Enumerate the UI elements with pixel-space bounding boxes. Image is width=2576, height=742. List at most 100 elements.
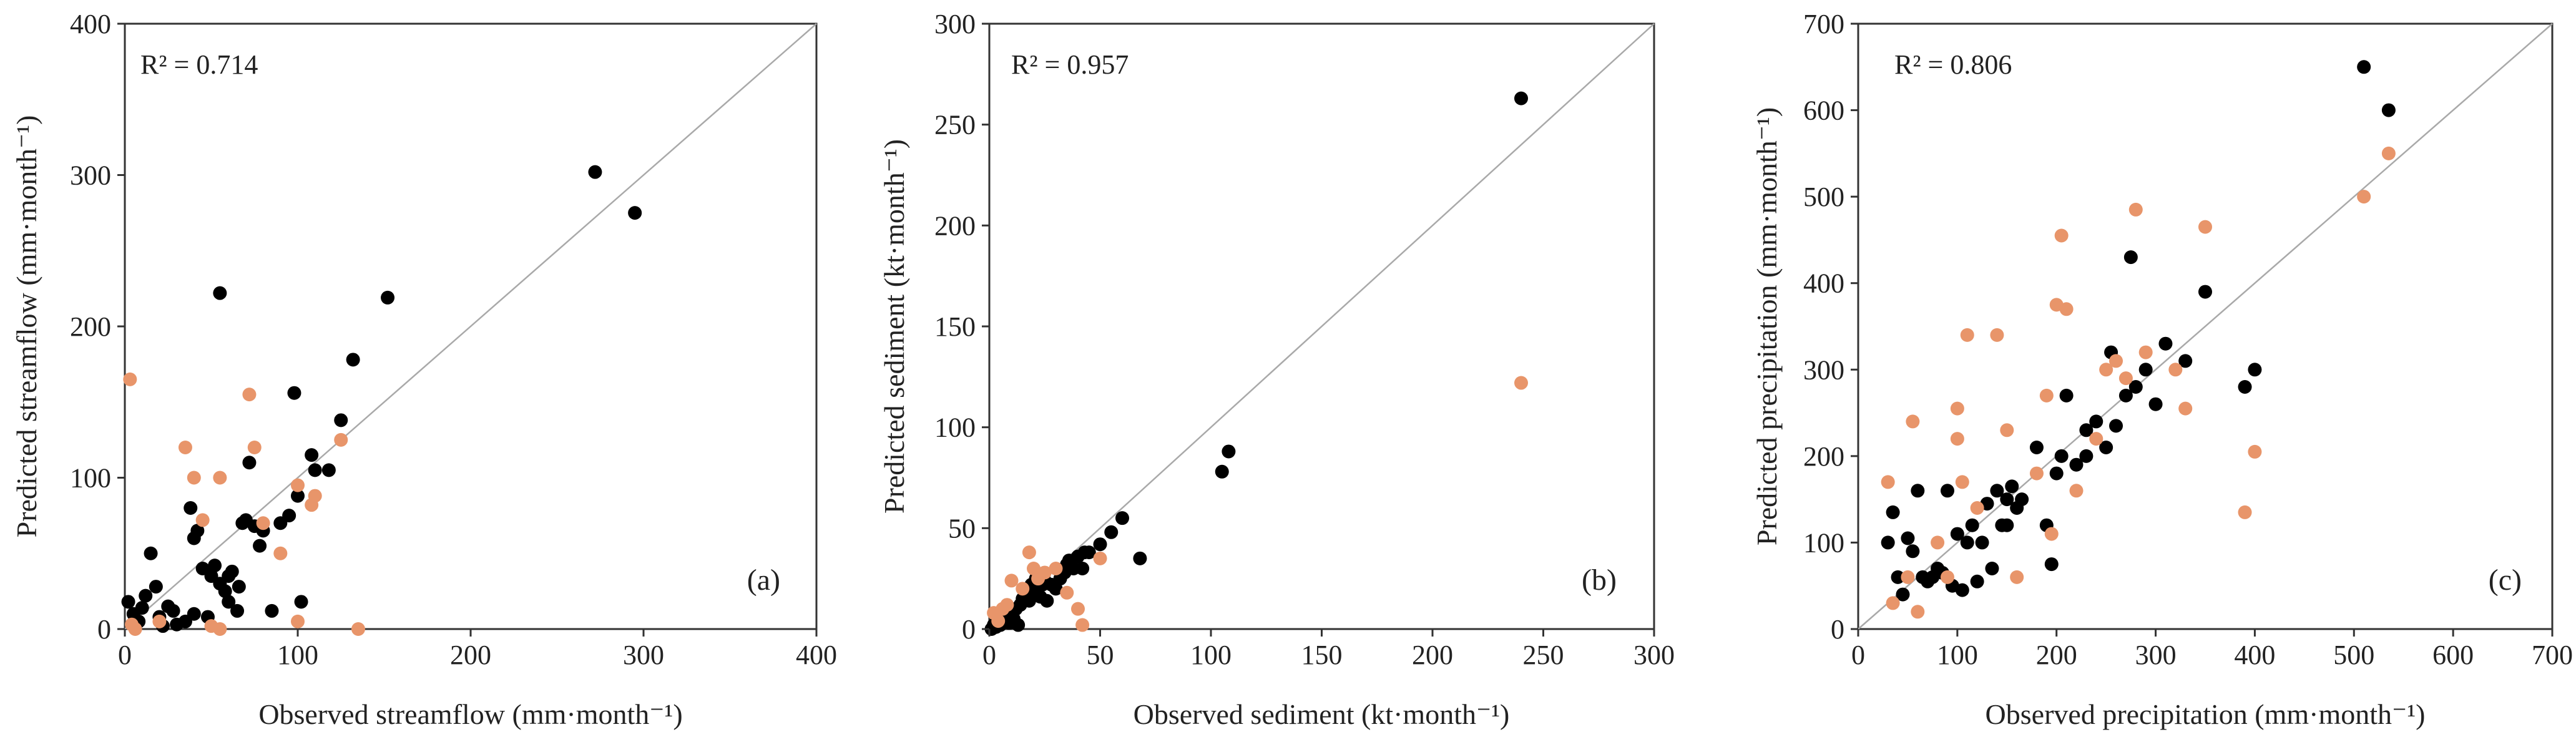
x-tick-label: 600 bbox=[2432, 640, 2474, 670]
data-point-orange bbox=[242, 388, 257, 402]
data-point-black bbox=[2357, 60, 2371, 74]
data-point-black bbox=[1011, 618, 1026, 632]
x-tick-label: 0 bbox=[1851, 640, 1865, 670]
data-point-orange bbox=[1514, 376, 1528, 390]
data-point-black bbox=[1881, 535, 1895, 550]
data-point-orange bbox=[1022, 545, 1036, 560]
y-tick-label: 300 bbox=[934, 9, 976, 39]
data-point-black bbox=[222, 595, 236, 609]
x-tick-label: 0 bbox=[982, 640, 996, 670]
data-point-black bbox=[2109, 419, 2123, 433]
x-tick-label: 200 bbox=[1412, 640, 1453, 670]
data-point-orange bbox=[351, 622, 365, 636]
x-tick-label: 300 bbox=[623, 640, 664, 670]
data-point-black bbox=[1082, 545, 1096, 560]
y-tick-label: 0 bbox=[962, 614, 976, 645]
data-point-orange bbox=[1000, 598, 1014, 612]
data-point-orange bbox=[178, 441, 192, 454]
y-axis-label: Predicted sediment (kt·month⁻¹) bbox=[878, 139, 910, 514]
data-point-black bbox=[291, 489, 305, 503]
y-tick-label: 0 bbox=[97, 614, 111, 645]
y-tick-label: 600 bbox=[1803, 95, 1844, 126]
y-tick-label: 400 bbox=[1803, 268, 1844, 299]
panel-c: 0 100 200 300 400 500 600 700 0 100 200 300 400 500 6… bbox=[1751, 9, 2573, 730]
data-points bbox=[984, 91, 1528, 636]
data-point-black bbox=[2099, 441, 2113, 454]
data-point-black bbox=[287, 386, 301, 400]
data-point-orange bbox=[1004, 574, 1019, 588]
data-point-black bbox=[588, 165, 602, 179]
data-point-black bbox=[1222, 444, 1236, 459]
panel-label: (b) bbox=[1582, 564, 1617, 597]
data-point-orange bbox=[1886, 596, 1900, 610]
data-point-black bbox=[222, 569, 236, 583]
one-to-one-line bbox=[124, 23, 817, 630]
data-point-black bbox=[2044, 557, 2059, 572]
data-point-orange bbox=[2381, 146, 2396, 160]
data-point-orange bbox=[1911, 605, 1925, 619]
data-point-black bbox=[2128, 380, 2143, 394]
data-point-orange bbox=[2109, 354, 2123, 368]
data-point-black bbox=[2000, 518, 2014, 532]
data-point-black bbox=[308, 463, 322, 477]
data-point-black bbox=[2178, 354, 2193, 368]
y-tick-label: 200 bbox=[70, 311, 111, 342]
data-point-black bbox=[1115, 511, 1129, 525]
data-point-black bbox=[1891, 570, 1905, 584]
x-axis-label: Observed sediment (kt·month⁻¹) bbox=[1134, 698, 1510, 730]
y-tick-label: 0 bbox=[1831, 614, 1844, 645]
data-point-orange bbox=[1049, 562, 1063, 575]
x-tick-label: 700 bbox=[2532, 640, 2573, 670]
data-point-orange bbox=[152, 614, 167, 628]
y-axis-label: Predicted precipitation (mm·month⁻¹) bbox=[1751, 107, 1783, 545]
data-point-black bbox=[2089, 414, 2103, 429]
data-point-black bbox=[1906, 544, 1920, 559]
data-point-black bbox=[187, 607, 201, 621]
y-tick-label: 250 bbox=[934, 110, 976, 140]
data-point-black bbox=[1950, 527, 1964, 541]
data-point-orange bbox=[2118, 371, 2133, 386]
data-point-orange bbox=[2059, 302, 2074, 316]
y-tick-label: 500 bbox=[1803, 182, 1844, 212]
data-point-orange bbox=[2138, 345, 2153, 359]
data-point-orange bbox=[991, 614, 1006, 628]
data-point-black bbox=[1940, 484, 1954, 498]
data-point-black bbox=[1215, 464, 1229, 479]
data-point-black bbox=[381, 290, 395, 305]
x-tick-label: 500 bbox=[2333, 640, 2374, 670]
data-point-black bbox=[2069, 457, 2084, 472]
data-point-black bbox=[2148, 397, 2163, 411]
x-tick-label: 50 bbox=[1087, 640, 1114, 670]
data-point-orange bbox=[2238, 505, 2252, 519]
data-point-black bbox=[2079, 449, 2094, 463]
y-ticks: 0 50 100 150 200 250 300 bbox=[934, 9, 989, 645]
data-point-orange bbox=[2089, 432, 2103, 446]
panel-a: 0 100 200 300 400 0 100 200 300 400 R² = 0.714 (… bbox=[11, 9, 837, 730]
data-point-orange bbox=[2044, 527, 2059, 541]
data-point-black bbox=[1970, 574, 1984, 588]
data-point-black bbox=[166, 603, 180, 618]
data-point-black bbox=[242, 456, 257, 470]
data-point-black bbox=[218, 584, 232, 598]
data-point-black bbox=[1040, 593, 1054, 608]
data-point-orange bbox=[2099, 363, 2113, 377]
data-point-black bbox=[1093, 537, 1107, 552]
data-point-orange bbox=[2128, 202, 2143, 217]
panel-b: 0 50 100 150 200 250 300 0 50 100 150 200 250 300 R²… bbox=[878, 9, 1675, 730]
y-tick-label: 150 bbox=[934, 311, 976, 342]
data-point-black bbox=[1104, 525, 1119, 539]
data-point-orange bbox=[1990, 328, 2004, 342]
data-point-orange bbox=[2357, 190, 2371, 204]
data-point-black bbox=[1965, 518, 1979, 532]
data-point-black bbox=[1911, 484, 1925, 498]
data-point-orange bbox=[2054, 228, 2069, 243]
data-point-orange bbox=[123, 372, 137, 386]
x-ticks: 0 100 200 300 400 500 600 700 bbox=[1851, 629, 2573, 670]
x-tick-label: 400 bbox=[2234, 640, 2275, 670]
data-point-black bbox=[2005, 479, 2019, 494]
data-point-black bbox=[1896, 587, 1910, 602]
data-point-black bbox=[346, 353, 360, 367]
y-tick-label: 300 bbox=[70, 160, 111, 191]
data-point-black bbox=[1886, 505, 1900, 519]
